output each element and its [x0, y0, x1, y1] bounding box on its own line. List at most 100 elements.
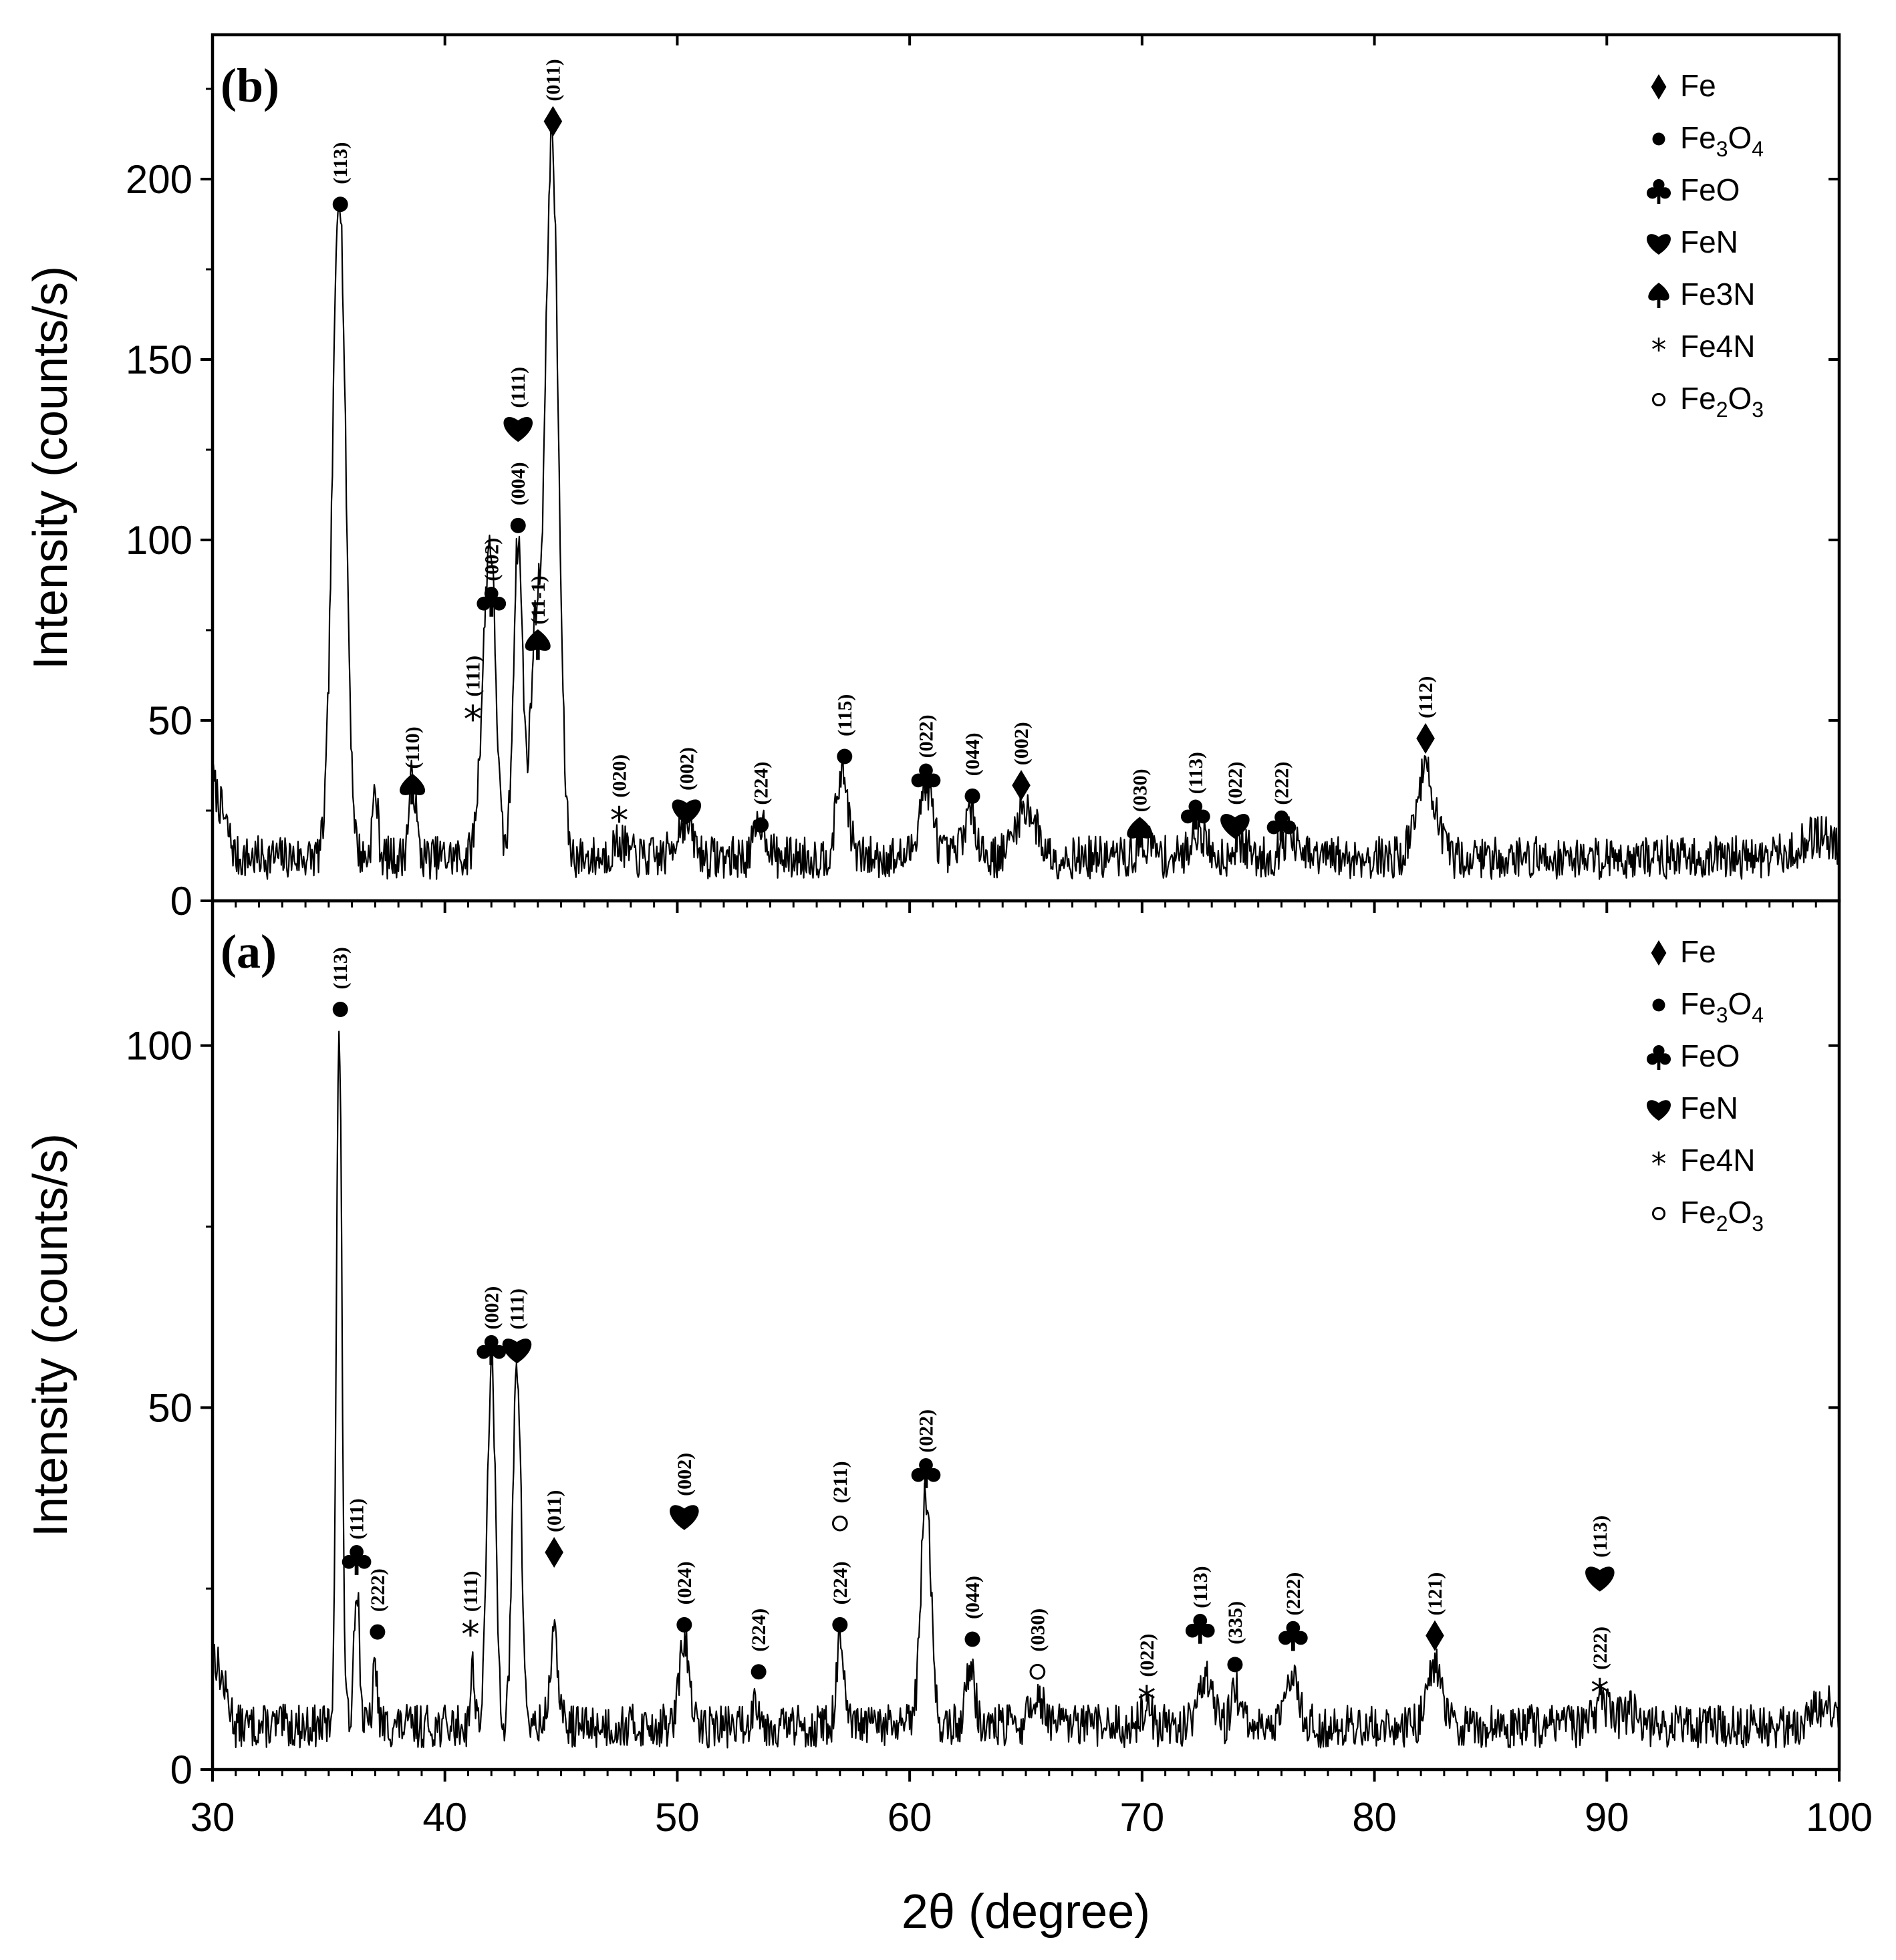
legend-label: Fe3O4 [1680, 986, 1764, 1027]
peak-annotation: (121) [1424, 1572, 1446, 1651]
asterisk-fe4n-marker: * [1651, 332, 1667, 368]
open-circle-fe2o3-marker [1651, 392, 1666, 407]
diamond-fe-marker [543, 106, 563, 137]
miller-index-label: (110) [402, 726, 424, 768]
peak-annotation: (022) [911, 1409, 941, 1488]
miller-index-label: (020) [609, 754, 631, 798]
heart-fen-marker [1647, 1100, 1671, 1121]
miller-index-label: (222) [1589, 1627, 1611, 1670]
peak-annotation: (004) [507, 462, 529, 533]
heart-fen-marker [1220, 814, 1250, 839]
legend-item-feo: FeO [1646, 172, 1740, 207]
miller-index-label: (002) [674, 1453, 696, 1496]
miller-index-label: (111) [462, 656, 484, 697]
legend-label: Fe3N [1680, 277, 1755, 311]
peak-annotation: *(111) [460, 1570, 482, 1657]
peak-annotation: (222) [1278, 1572, 1308, 1651]
legend-item-feo: FeO [1646, 1038, 1740, 1073]
peak-annotation: *(111) [462, 656, 484, 742]
miller-index-label: (222) [367, 1568, 389, 1612]
club-feo-marker [1185, 1613, 1215, 1644]
legend-label: Fe4N [1680, 1143, 1755, 1177]
miller-index-label: (030) [1027, 1608, 1049, 1652]
y-tick-label: 50 [148, 698, 192, 743]
club-feo-marker [911, 1457, 941, 1488]
spade-fe3n-marker [525, 629, 551, 660]
peak-annotation: (222) [1266, 762, 1297, 841]
x-tick-label: 100 [1806, 1795, 1873, 1840]
legend-label: FeN [1680, 225, 1738, 259]
legend-item-fe4n: * Fe4N [1651, 1143, 1756, 1181]
panel-label-a: (a) [221, 925, 277, 978]
miller-index-label: (335) [1224, 1601, 1246, 1645]
dot-fe3o4-marker [1227, 1657, 1243, 1673]
dot-fe3o4-marker [964, 788, 980, 804]
dot-fe3o4-marker [1652, 998, 1665, 1012]
miller-index-label: (002) [1010, 722, 1033, 765]
peak-annotation: (022) [911, 714, 941, 794]
y-axis-title-a: Intensity (counts/s) [24, 1133, 78, 1537]
peak-annotation: (002) [672, 747, 702, 825]
y-tick-label: 50 [148, 1385, 192, 1430]
club-feo-marker [1266, 810, 1297, 841]
miller-index-label: (022) [915, 714, 937, 758]
miller-index-label: (113) [1190, 1566, 1212, 1608]
club-feo-marker [1180, 799, 1210, 830]
spade-fe3n-marker [1648, 283, 1669, 308]
panel-b: 0 50 100 150 200 Intensity (counts/s) (b) (113)… [24, 33, 1841, 924]
dot-fe3o4-marker [753, 817, 769, 833]
dot-fe3o4-marker [832, 1617, 848, 1633]
club-feo-marker [1646, 178, 1671, 204]
y-tick-label: 200 [126, 157, 192, 202]
miller-index-label: (002) [481, 538, 503, 581]
miller-index-label: (211) [829, 1461, 851, 1503]
miller-index-label: (222) [1282, 1572, 1305, 1616]
heart-fen-marker [502, 1339, 532, 1364]
miller-index-label: (222) [1270, 762, 1293, 805]
miller-index-label: (121) [1424, 1572, 1446, 1616]
legend-item-fe2o3: Fe2O3 [1651, 1195, 1764, 1236]
club-feo-marker [1646, 1044, 1671, 1070]
legend-a: Fe Fe3O4 FeO FeN * Fe4N Fe2O3 [1646, 934, 1764, 1236]
peak-annotations-b: (113)(110)*(111)(002)(004)(111)(11-1)(01… [329, 59, 1437, 848]
spade-fe3n-marker [400, 773, 426, 805]
heart-fen-marker [1647, 234, 1671, 255]
x-tick-label: 90 [1585, 1795, 1629, 1840]
xrd-trace-b [213, 118, 1839, 880]
miller-index-label: (011) [542, 59, 564, 101]
peak-annotation: (002) [670, 1453, 699, 1530]
diamond-fe-marker [545, 1537, 563, 1568]
panel-label-b: (b) [221, 59, 279, 112]
peak-annotation: (002) [477, 1286, 507, 1365]
legend-item-fe4n: * Fe4N [1651, 329, 1756, 368]
legend-label: Fe2O3 [1680, 381, 1764, 422]
club-feo-marker [477, 586, 507, 617]
miller-index-label: (022) [915, 1409, 937, 1453]
miller-index-label: (111) [346, 1498, 368, 1540]
legend-item-fe: Fe [1651, 934, 1716, 969]
x-tick-label: 80 [1352, 1795, 1397, 1840]
peak-annotation: (224) [748, 1608, 770, 1680]
legend-label: FeO [1680, 172, 1740, 207]
peak-annotation: (044) [962, 732, 984, 804]
peak-annotation: (113) [1585, 1516, 1615, 1592]
peak-annotation: (024) [674, 1561, 696, 1633]
peak-annotation: (11-1) [525, 575, 551, 660]
peak-annotation: (113) [329, 947, 352, 1017]
legend-item-fe: Fe [1651, 68, 1716, 103]
miller-index-label: (115) [834, 694, 856, 736]
dot-fe3o4-marker [676, 1617, 692, 1633]
peak-annotation: (030) [1127, 768, 1153, 848]
dot-fe3o4-marker [332, 1002, 348, 1017]
legend-label: Fe2O3 [1680, 1195, 1764, 1236]
peak-annotation: (111) [342, 1498, 372, 1575]
dot-fe3o4-marker [964, 1631, 980, 1647]
miller-index-label: (044) [962, 1576, 984, 1619]
peak-annotation: (011) [543, 1490, 565, 1568]
peak-annotation: (044) [962, 1576, 984, 1647]
miller-index-label: (004) [507, 462, 529, 505]
miller-index-label: (024) [674, 1561, 696, 1604]
asterisk-fe4n-marker: * [1651, 1146, 1667, 1181]
y-tick-label: 150 [126, 337, 192, 382]
